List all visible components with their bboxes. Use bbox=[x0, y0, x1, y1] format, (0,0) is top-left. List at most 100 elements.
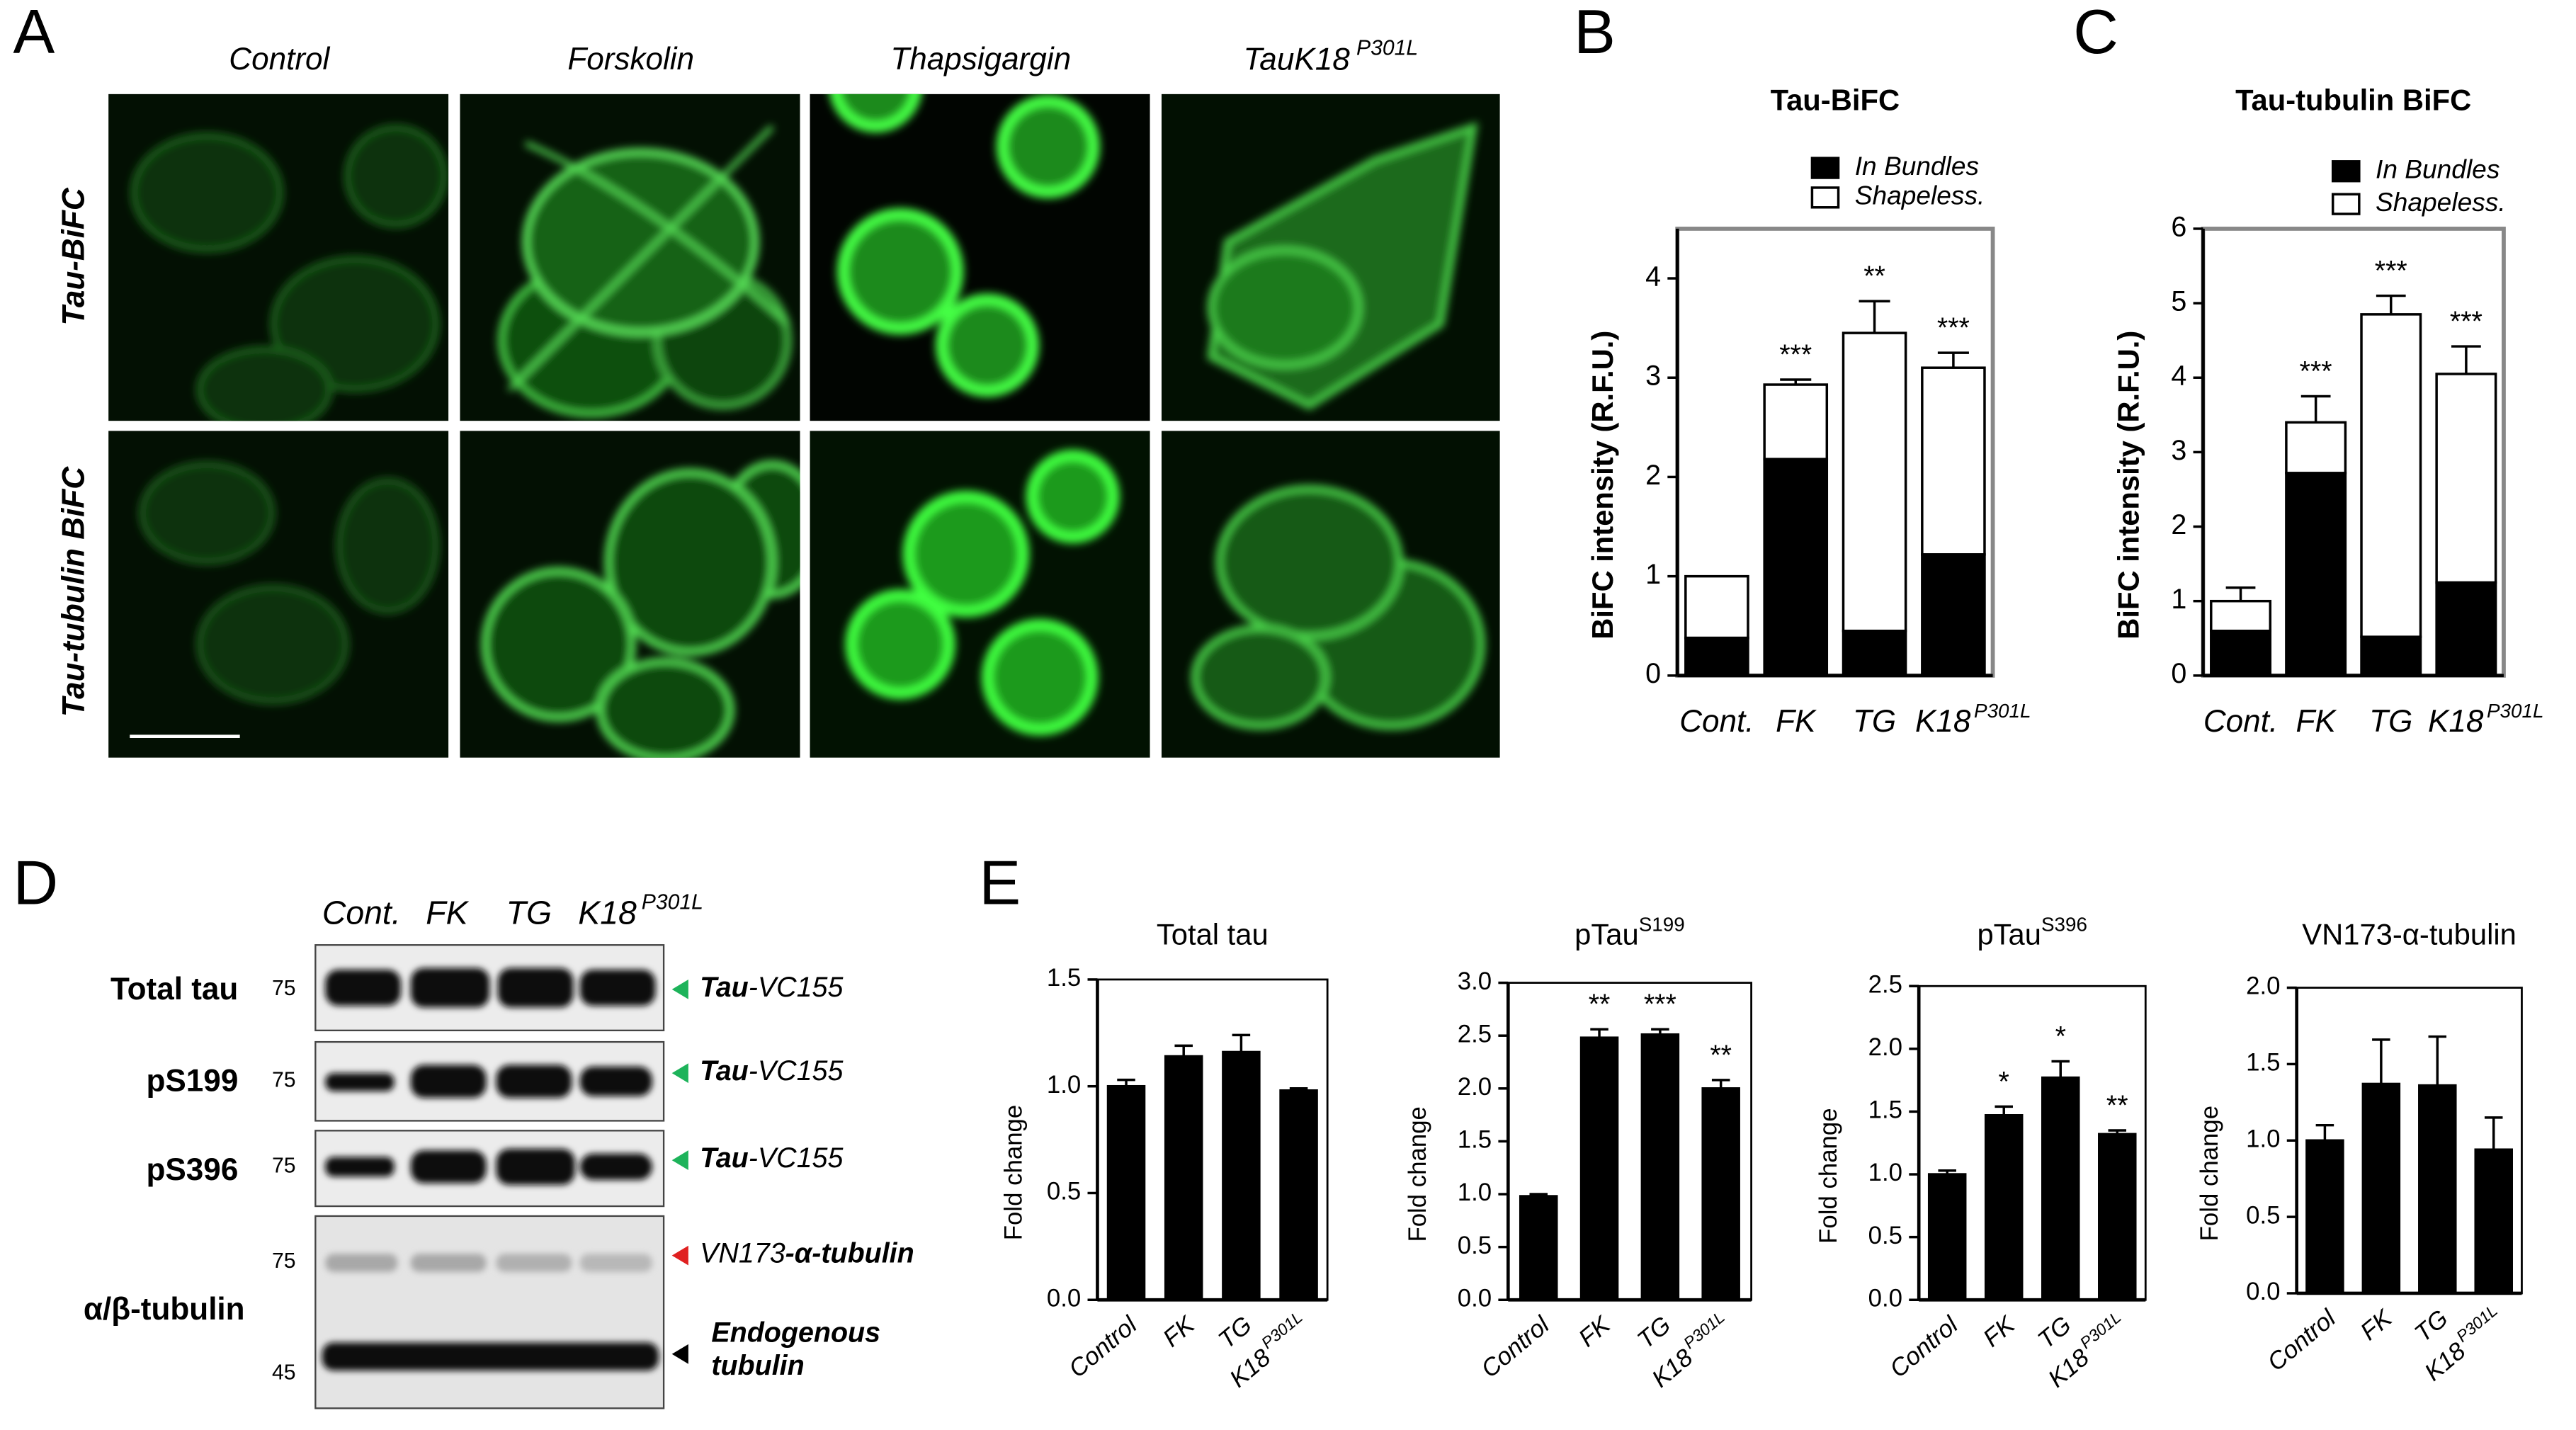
significance: *** bbox=[1779, 339, 1812, 370]
significance: *** bbox=[2450, 306, 2483, 337]
band-annotation: Endogenous bbox=[711, 1317, 880, 1348]
x-tick-label: TG bbox=[1853, 704, 1896, 739]
bar bbox=[2041, 1076, 2080, 1301]
y-tick-label: 2.0 bbox=[2246, 973, 2280, 1000]
chart-title-text: Total tau bbox=[1157, 918, 1269, 951]
band bbox=[496, 1148, 575, 1185]
micrograph bbox=[1161, 431, 1500, 758]
x-tick-label-superscript: P301L bbox=[2077, 1307, 2125, 1352]
band-annotation: Tau-VC155 bbox=[700, 972, 844, 1003]
y-tick-label: 0.5 bbox=[1458, 1232, 1492, 1259]
y-tick-label: 2 bbox=[1645, 460, 1661, 491]
band bbox=[579, 970, 656, 1006]
column-label: Forskolin bbox=[567, 42, 694, 76]
x-tick-label: FK bbox=[1776, 704, 1817, 739]
legend-swatch bbox=[2331, 193, 2361, 215]
lane-label-superscript: P301L bbox=[642, 891, 703, 914]
chart-title-text: pTau bbox=[1977, 918, 2041, 951]
x-tick-label-text: Cont. bbox=[2203, 704, 2278, 739]
bar bbox=[1579, 1036, 1619, 1301]
bar bbox=[1842, 630, 1907, 677]
cell bbox=[336, 477, 440, 614]
x-tick-label: TG bbox=[2410, 1305, 2453, 1347]
cell bbox=[596, 657, 734, 758]
annotation-part: -VC155 bbox=[749, 972, 844, 1003]
x-tick-label-text: Control bbox=[1885, 1311, 1964, 1383]
y-tick-label: 5 bbox=[2171, 285, 2186, 317]
cell bbox=[481, 567, 636, 722]
row-label: Tau-BiFC bbox=[56, 187, 91, 325]
x-tick-label-text: TG bbox=[2033, 1312, 2076, 1354]
band bbox=[325, 970, 401, 1006]
x-tick-label: Cont. bbox=[2203, 704, 2278, 739]
cell bbox=[1191, 624, 1329, 730]
significance: *** bbox=[1937, 312, 1970, 344]
band-annotation: Tau-VC155 bbox=[700, 1056, 844, 1087]
bar bbox=[2360, 635, 2422, 677]
legend-swatch bbox=[1810, 157, 1840, 179]
chart-title-text: VN173-α-tubulin bbox=[2302, 918, 2517, 951]
bar bbox=[1519, 1195, 1558, 1301]
y-axis-label: Fold change bbox=[1815, 1108, 1842, 1243]
x-tick-label-superscript: P301L bbox=[1258, 1307, 1306, 1352]
y-tick-label: 3 bbox=[2171, 435, 2186, 466]
x-tick-label-text: TG bbox=[1214, 1312, 1257, 1354]
x-tick-label-text: Control bbox=[1064, 1311, 1142, 1383]
band-annotation: Tau-VC155 bbox=[700, 1143, 844, 1174]
arrowhead bbox=[671, 1063, 688, 1084]
column-label-superscript: P301L bbox=[1356, 37, 1418, 60]
column-label: Control bbox=[229, 42, 330, 76]
x-tick-label-text: TG bbox=[2369, 704, 2412, 739]
y-axis-label: Fold change bbox=[2196, 1106, 2223, 1241]
bar bbox=[1684, 574, 1749, 640]
y-tick-label: 0.5 bbox=[2246, 1202, 2280, 1229]
x-tick-label: Control bbox=[2263, 1305, 2342, 1377]
legend-label: Shapeless. bbox=[2376, 187, 2506, 217]
lane-label: K18 P301L bbox=[578, 891, 703, 931]
bar bbox=[1106, 1084, 1146, 1301]
chart-title-superscript: S199 bbox=[1639, 913, 1685, 935]
x-tick-label-text: TG bbox=[2410, 1305, 2453, 1347]
cell bbox=[935, 293, 1040, 397]
bar bbox=[2305, 1139, 2344, 1295]
blot-row-label: pS199 bbox=[147, 1064, 239, 1099]
x-tick-label: Control bbox=[1477, 1311, 1555, 1383]
bar bbox=[2435, 581, 2497, 677]
annotation-part: -α-tubulin bbox=[785, 1238, 914, 1269]
bar bbox=[2418, 1084, 2457, 1295]
x-tick-label-text: FK bbox=[2296, 704, 2337, 739]
bar bbox=[2435, 373, 2497, 584]
blot-row-label: α/β-tubulin bbox=[84, 1292, 245, 1327]
y-tick-label: 2 bbox=[2171, 509, 2186, 540]
band bbox=[579, 1066, 652, 1096]
cell bbox=[996, 94, 1100, 199]
band bbox=[325, 1254, 398, 1272]
blot-row-label: pS396 bbox=[147, 1152, 239, 1187]
significance: *** bbox=[2300, 356, 2332, 387]
bar bbox=[1763, 458, 1829, 677]
y-tick-label: 1.0 bbox=[2246, 1125, 2280, 1152]
legend-swatch bbox=[2331, 160, 2361, 183]
x-tick-label: FK bbox=[1574, 1311, 1616, 1353]
y-tick-label: 1 bbox=[1645, 559, 1661, 590]
x-tick-label: TG bbox=[2033, 1312, 2076, 1354]
y-tick-label: 1.5 bbox=[1047, 965, 1081, 992]
chart-title-superscript: S396 bbox=[2041, 913, 2087, 935]
chart-title: pTauS199 bbox=[1574, 913, 1685, 951]
x-tick-label-text: Control bbox=[2263, 1305, 2342, 1377]
cell bbox=[130, 132, 284, 253]
x-tick-label: FK bbox=[1158, 1311, 1201, 1353]
y-tick-label: 0 bbox=[1645, 658, 1661, 689]
band bbox=[410, 1150, 487, 1184]
bar bbox=[2210, 599, 2272, 632]
column-label-text: TauK18 bbox=[1243, 42, 1350, 76]
band-annotation: VN173-α-tubulin bbox=[700, 1238, 914, 1269]
bar bbox=[1984, 1114, 2024, 1301]
bar bbox=[1640, 1033, 1680, 1301]
band bbox=[410, 967, 490, 1008]
cell bbox=[1215, 484, 1403, 640]
y-tick-label: 3.0 bbox=[1458, 968, 1492, 995]
x-tick-label: FK bbox=[2356, 1304, 2398, 1346]
chart-title: Tau-tubulin BiFC bbox=[2235, 83, 2471, 116]
